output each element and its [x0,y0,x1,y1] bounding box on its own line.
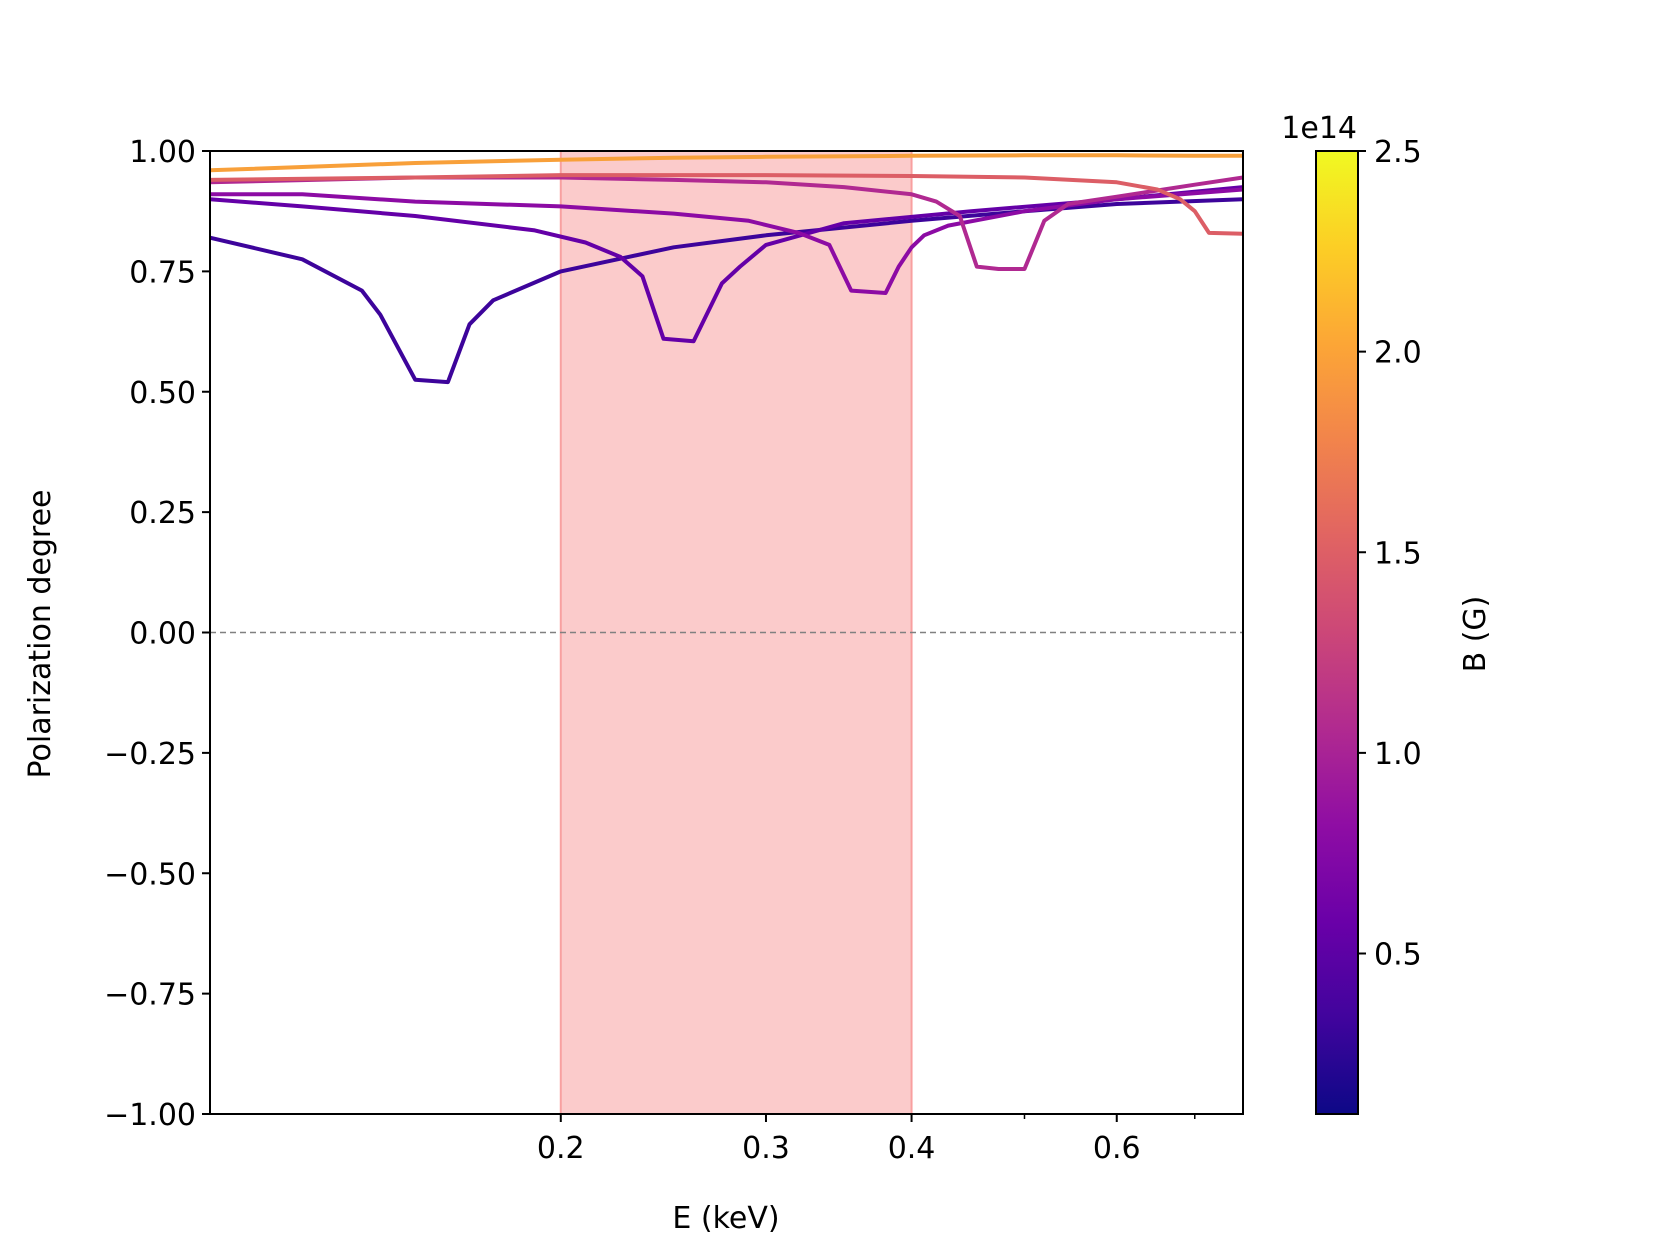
x-tick-label: 0.2 [537,1131,585,1166]
y-tick-label: 0.00 [129,617,196,652]
series-line-6 [210,153,1243,173]
series-line-2 [210,185,1243,344]
y-tick-label: −0.50 [104,857,196,892]
y-tick-label: 0.25 [129,496,196,531]
x-tick-label: 0.6 [1093,1131,1141,1166]
colorbar-exponent-label: 1e14 [1281,111,1357,146]
y-axis-label: Polarization degree [23,489,58,778]
colorbar-gradient [1315,150,1359,1115]
y-tick-label: 1.00 [129,135,196,170]
colorbar: 0.5 1.0 1.5 2.0 2.5 [1315,135,1422,1115]
y-tick-label: −0.75 [104,978,196,1013]
x-tick-label: 0.4 [888,1131,936,1166]
series-line-4 [210,175,1243,271]
x-axis-label: E (keV) [672,1201,779,1236]
series-line-1 [210,197,1243,385]
plot-area: 1.00 0.75 0.50 0.25 0.00 −0.25 −0.50 −0.75 −1.00… [104,135,1244,1166]
colorbar-tick-label: 2.0 [1374,336,1422,371]
colorbar-tick-label: 2.5 [1374,135,1422,170]
y-tick-label: −1.00 [104,1098,196,1133]
x-tick-label: 0.3 [742,1131,790,1166]
y-tick-label: 0.75 [129,255,196,290]
colorbar-tick-label: 1.0 [1374,737,1422,772]
series-line-5 [210,173,1243,236]
colorbar-label: B (G) [1458,596,1493,673]
y-tick-label: 0.50 [129,376,196,411]
y-tick-label: −0.25 [104,737,196,772]
series-line-3 [210,187,1243,295]
colorbar-tick-label: 0.5 [1374,938,1422,973]
colorbar-tick-label: 1.5 [1374,536,1422,571]
